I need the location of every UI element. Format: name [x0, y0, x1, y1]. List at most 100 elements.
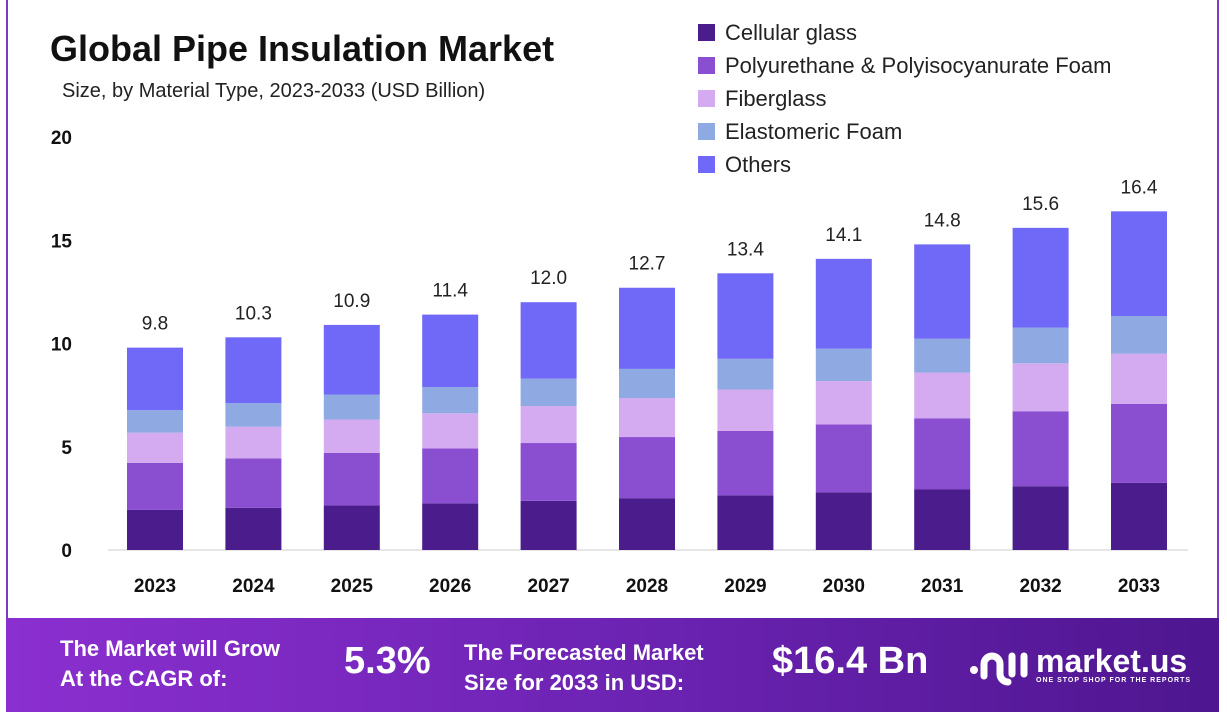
bar-segment [127, 410, 183, 433]
legend-item: Fiberglass [698, 82, 1111, 115]
legend-label: Fiberglass [725, 85, 827, 111]
bar-segment [422, 413, 479, 449]
bar-segment [619, 437, 675, 499]
cagr-label: The Market will Grow At the CAGR of: [60, 634, 280, 694]
bar-segment [619, 398, 675, 438]
bar-segment [717, 389, 774, 431]
bar-segment [815, 381, 872, 425]
bar-segment [323, 505, 380, 550]
bar-segment [619, 368, 675, 399]
forecast-value: $16.4 Bn [772, 640, 929, 682]
x-tick-label: 2029 [724, 576, 766, 597]
x-tick-label: 2030 [823, 576, 865, 597]
x-tick-label: 2024 [232, 576, 275, 597]
stacked-bar-chart: 0 5 10 15 20 9.8 2023 10.3 2024 10.9 2025 11.4 2026 1… [51, 128, 1188, 597]
bar-segment [1111, 316, 1167, 354]
bar-segment [1111, 211, 1167, 317]
forecast-label-line: The Forecasted Market [464, 640, 704, 665]
x-tick-label: 2027 [527, 576, 569, 597]
legend-swatch [698, 123, 715, 140]
bar-segment [914, 372, 971, 419]
logo-icon [970, 652, 1028, 686]
y-tick-label: 20 [51, 128, 72, 149]
x-tick-label: 2031 [921, 576, 964, 597]
bar-segment [815, 258, 872, 349]
total-label: 10.3 [235, 303, 272, 324]
bar-segment [717, 273, 774, 359]
y-tick-label: 15 [51, 231, 73, 252]
bar-segment [422, 503, 479, 550]
bar-segment [520, 302, 577, 379]
bar-segment [1012, 227, 1069, 328]
bar-segment [127, 462, 183, 510]
bar-segment [717, 430, 774, 496]
x-tick-label: 2023 [134, 576, 176, 597]
bar-segment [815, 348, 872, 382]
legend-label: Polyurethane & Polyisocyanurate Foam [725, 52, 1112, 78]
chart-frame [6, 0, 1219, 618]
bar-segment [520, 406, 577, 444]
bar-segment [127, 432, 183, 463]
bar-segment [323, 419, 380, 453]
bar-segment [422, 448, 479, 504]
total-label: 13.4 [727, 239, 764, 260]
legend-swatch [698, 57, 715, 74]
legend-item: Cellular glass [698, 16, 1111, 49]
x-tick-label: 2026 [429, 576, 471, 597]
y-tick-label: 5 [61, 438, 72, 459]
legend-label: Cellular glass [725, 19, 858, 45]
bar-segment [914, 244, 971, 339]
logo-tagline: ONE STOP SHOP FOR THE REPORTS [1036, 676, 1192, 684]
legend-swatch [698, 24, 715, 41]
cagr-label-line: The Market will Grow [60, 636, 281, 661]
x-tick-label: 2033 [1118, 576, 1160, 597]
total-label: 14.1 [825, 225, 862, 246]
bar-segment [422, 387, 479, 414]
total-label: 12.0 [530, 268, 567, 289]
bar-segment [520, 378, 577, 407]
total-label: 14.8 [924, 210, 961, 231]
x-tick-label: 2028 [626, 576, 668, 597]
bar-segment [225, 426, 282, 459]
bar-segment [1012, 363, 1069, 412]
bar-segment [127, 347, 183, 411]
forecast-label: The Forecasted Market Size for 2033 in US… [464, 638, 704, 698]
total-label: 15.6 [1022, 194, 1059, 215]
legend-swatch [698, 90, 715, 107]
legend: Cellular glass Polyurethane & Polyisocya… [698, 16, 1111, 181]
total-label: 12.7 [629, 254, 666, 275]
bar-segment [619, 287, 675, 369]
y-tick-label: 0 [61, 541, 72, 562]
bar-segment [815, 424, 872, 493]
y-tick-label: 10 [51, 335, 72, 356]
legend-item: Others [698, 148, 1111, 181]
bar-segment [323, 394, 380, 420]
total-label: 16.4 [1121, 177, 1158, 198]
footer-banner: The Market will Grow At the CAGR of: 5.3%… [6, 618, 1219, 712]
bar-segment [1012, 327, 1069, 364]
legend-swatch [698, 156, 715, 173]
legend-label: Elastomeric Foam [725, 118, 903, 144]
bar-segment [914, 338, 971, 373]
legend-item: Elastomeric Foam [698, 115, 1111, 148]
bar-segment [619, 498, 675, 550]
forecast-label-line: Size for 2033 in USD: [464, 670, 685, 695]
legend-label: Others [725, 151, 792, 177]
bar-segment [914, 489, 971, 550]
bar-segment [1012, 486, 1069, 550]
bar-segment [717, 358, 774, 390]
legend-item: Polyurethane & Polyisocyanurate Foam [698, 49, 1111, 82]
bar-segment [520, 500, 577, 550]
bar-segment [225, 403, 282, 427]
total-label: 11.4 [432, 281, 468, 302]
bar-segment [225, 507, 282, 550]
cagr-label-line: At the CAGR of: [60, 666, 228, 691]
logo-text: market.us [1036, 642, 1188, 679]
total-label: 10.9 [333, 291, 370, 312]
bar-segment [717, 495, 774, 550]
bar-segment [127, 509, 183, 550]
bar-segment [815, 492, 872, 550]
bar-segment [422, 314, 479, 388]
bar-segment [323, 452, 380, 506]
bar-segment [225, 337, 282, 404]
